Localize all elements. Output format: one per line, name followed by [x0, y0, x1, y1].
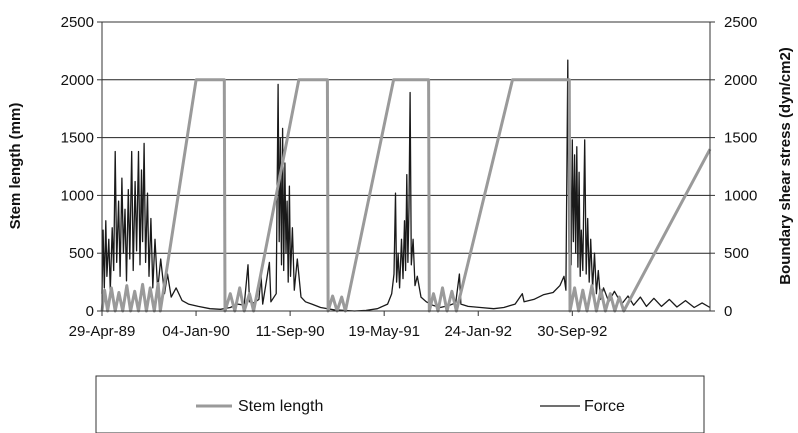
legend: Stem length Force [95, 375, 705, 433]
y2-tick-label: 2000 [724, 72, 757, 89]
x-tick-label: 24-Jan-92 [444, 323, 512, 340]
y2-tick-label: 2500 [724, 14, 757, 31]
y-tick-label: 2500 [61, 14, 94, 31]
legend-label-stem-length: Stem length [238, 398, 323, 415]
x-axis: 29-Apr-89 04-Jan-90 11-Sep-90 19-May-91 24-J… [69, 311, 607, 340]
series-line-force [101, 59, 711, 312]
y2-tick-label: 1000 [724, 187, 757, 204]
y2-tick-label: 500 [724, 245, 749, 262]
x-tick-label: 30-Sep-92 [537, 323, 607, 340]
plot-area [101, 21, 711, 312]
legend-box [95, 375, 705, 433]
right-axis: 0 500 1000 1500 2000 2500 [710, 14, 757, 320]
series-layer [100, 59, 712, 313]
y-tick-label: 1500 [61, 130, 94, 147]
x-tick-label: 11-Sep-90 [256, 323, 325, 340]
x-tick-label: 29-Apr-89 [69, 323, 136, 340]
series-line-stem-length [100, 78, 712, 313]
x-tick-label: 04-Jan-90 [162, 323, 230, 340]
y-tick-label: 2000 [61, 72, 94, 89]
y-tick-label: 500 [69, 245, 94, 262]
y2-tick-label: 0 [724, 303, 732, 320]
y2-tick-label: 1500 [724, 130, 757, 147]
y2-axis-title: Boundary shear stress (dyn/cm2) [777, 47, 794, 285]
legend-label-force: Force [584, 398, 625, 415]
y-axis-title: Stem length (mm) [7, 103, 24, 230]
x-tick-label: 19-May-91 [348, 323, 420, 340]
y-tick-label: 1000 [61, 187, 94, 204]
y-tick-label: 0 [86, 303, 94, 320]
left-axis: 0 500 1000 1500 2000 2500 [61, 14, 102, 320]
